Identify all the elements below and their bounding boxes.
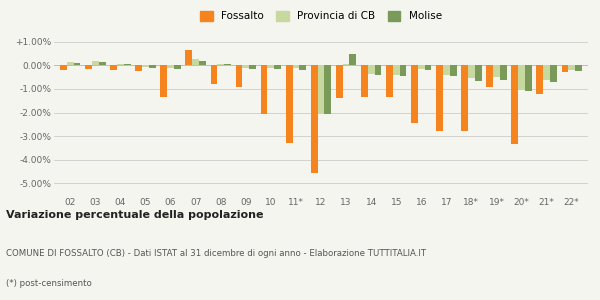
Bar bbox=[336, 65, 343, 98]
Bar bbox=[293, 65, 299, 68]
Bar bbox=[374, 65, 381, 75]
Bar bbox=[199, 61, 206, 65]
Bar bbox=[543, 65, 550, 80]
Bar bbox=[261, 65, 268, 114]
Bar bbox=[192, 59, 199, 65]
Bar bbox=[511, 65, 518, 144]
Bar bbox=[92, 61, 99, 65]
Bar bbox=[217, 64, 224, 65]
Bar bbox=[393, 65, 400, 75]
Text: (*) post-censimento: (*) post-censimento bbox=[6, 279, 92, 288]
Bar bbox=[468, 65, 475, 78]
Bar bbox=[425, 65, 431, 70]
Bar bbox=[317, 65, 325, 114]
Bar bbox=[518, 65, 525, 90]
Bar bbox=[450, 65, 457, 76]
Bar bbox=[325, 65, 331, 114]
Bar bbox=[493, 65, 500, 77]
Bar bbox=[299, 65, 306, 70]
Bar bbox=[286, 65, 293, 143]
Bar bbox=[99, 62, 106, 65]
Bar bbox=[124, 64, 131, 65]
Bar bbox=[136, 65, 142, 71]
Bar bbox=[74, 63, 80, 65]
Bar bbox=[562, 65, 568, 72]
Legend: Fossalto, Provincia di CB, Molise: Fossalto, Provincia di CB, Molise bbox=[200, 11, 442, 22]
Bar bbox=[149, 65, 155, 68]
Bar bbox=[67, 62, 74, 65]
Text: COMUNE DI FOSSALTO (CB) - Dati ISTAT al 31 dicembre di ogni anno - Elaborazione : COMUNE DI FOSSALTO (CB) - Dati ISTAT al … bbox=[6, 249, 426, 258]
Bar bbox=[575, 65, 582, 71]
Text: Variazione percentuale della popolazione: Variazione percentuale della popolazione bbox=[6, 210, 263, 220]
Bar bbox=[436, 65, 443, 131]
Bar bbox=[224, 64, 231, 65]
Bar bbox=[411, 65, 418, 123]
Bar bbox=[525, 65, 532, 91]
Bar bbox=[274, 65, 281, 69]
Bar bbox=[311, 65, 317, 172]
Bar bbox=[343, 64, 349, 65]
Bar bbox=[400, 65, 406, 76]
Bar bbox=[110, 65, 117, 70]
Bar bbox=[349, 54, 356, 65]
Bar bbox=[60, 65, 67, 70]
Bar bbox=[211, 65, 217, 84]
Bar bbox=[242, 65, 249, 68]
Bar bbox=[461, 65, 468, 131]
Bar bbox=[368, 65, 374, 74]
Bar bbox=[418, 65, 425, 69]
Bar bbox=[487, 65, 493, 87]
Bar bbox=[117, 64, 124, 65]
Bar bbox=[185, 50, 192, 65]
Bar bbox=[386, 65, 393, 97]
Bar bbox=[536, 65, 543, 94]
Bar bbox=[500, 65, 506, 80]
Bar bbox=[160, 65, 167, 97]
Bar bbox=[174, 65, 181, 69]
Bar bbox=[167, 65, 174, 68]
Bar bbox=[550, 65, 557, 82]
Bar bbox=[268, 65, 274, 68]
Bar bbox=[475, 65, 482, 81]
Bar bbox=[249, 65, 256, 69]
Bar bbox=[236, 65, 242, 87]
Bar bbox=[443, 65, 450, 75]
Bar bbox=[361, 65, 368, 97]
Bar bbox=[142, 65, 149, 67]
Bar bbox=[85, 65, 92, 69]
Bar bbox=[568, 65, 575, 70]
